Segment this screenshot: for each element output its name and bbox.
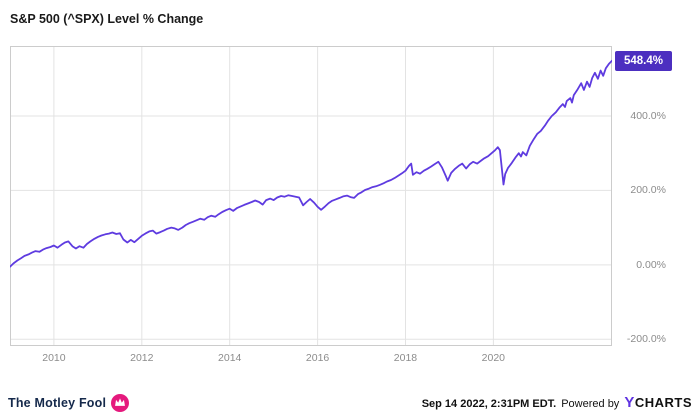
y-axis-label: -200.0% xyxy=(626,333,666,346)
timestamp: Sep 14 2022, 2:31PM EDT. xyxy=(421,398,557,410)
jester-cap-icon xyxy=(111,394,130,412)
motley-fool-wordmark: The Motley Fool xyxy=(8,396,107,410)
x-axis-label: 2016 xyxy=(305,352,330,364)
x-axis-label: 2012 xyxy=(130,352,154,364)
x-axis-label: 2014 xyxy=(218,352,242,364)
chart-svg xyxy=(10,46,612,346)
last-value-badge: 548.4% xyxy=(615,50,673,71)
plot-area xyxy=(10,46,612,346)
ycharts-wordmark: CHARTS xyxy=(634,395,692,410)
x-axis-label: 2010 xyxy=(42,352,66,364)
x-axis-label: 2018 xyxy=(393,352,418,364)
x-axis-label: 2020 xyxy=(481,352,506,364)
y-axis-label: 0.00% xyxy=(636,258,666,271)
y-axis-label: 200.0% xyxy=(630,184,666,197)
ycharts-logo: YCHARTS xyxy=(624,394,692,412)
motley-fool-logo: The Motley Fool xyxy=(8,394,130,412)
ycharts-y-glyph: Y xyxy=(624,394,635,411)
attribution: Sep 14 2022, 2:31PM EDT. Powered by YCHA… xyxy=(422,394,692,412)
y-axis-label: 400.0% xyxy=(630,109,666,122)
spx-series-line xyxy=(10,59,612,268)
chart-title: S&P 500 (^SPX) Level % Change xyxy=(10,12,204,26)
powered-by-label: Powered by xyxy=(561,398,620,410)
plot-border xyxy=(10,46,612,346)
footer: The Motley Fool Sep 14 2022, 2:31PM EDT.… xyxy=(0,388,700,414)
